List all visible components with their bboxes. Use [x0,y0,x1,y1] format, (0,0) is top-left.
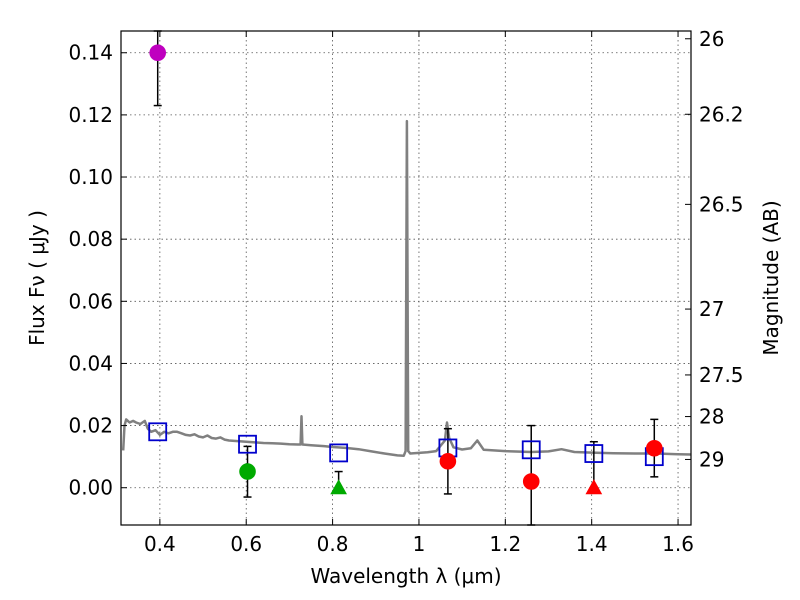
spectrum-line [121,119,692,457]
photometry-point [439,453,457,470]
y-tick-label: 0.02 [68,414,113,438]
photometry-point [149,44,167,62]
right-tick-label: 28 [699,405,724,429]
y-tick-label: 0.10 [68,165,113,189]
photometry-point [645,439,663,457]
model-spectrum [121,119,692,457]
y-tick-label: 0.12 [68,103,113,127]
y-tick-label: 0.04 [68,351,113,375]
y-tick-label: 0.14 [68,41,113,65]
right-tick-label: 27 [699,297,724,321]
x-tick-label: 1 [413,532,426,556]
model-band-square [238,434,257,454]
upper-limit-triangle [330,479,347,495]
y-tick-label: 0.06 [68,289,113,313]
right-tick-label: 26 [699,27,724,51]
x-tick-label: 1.4 [576,532,608,556]
plot-frame [120,30,692,526]
photometry-point [522,473,540,490]
photometry-point [239,463,256,480]
model-band-square [584,444,604,463]
y-tick-label: 0.08 [68,227,113,251]
x-tick-label: 0.4 [144,532,176,556]
model-band-square [329,443,349,463]
y-axis-label-left: Flux Fν ( μJy ) [25,210,49,346]
x-tick-label: 0.6 [230,532,262,556]
right-tick-label: 26.5 [699,192,744,216]
y-tick-label: 0.00 [68,476,113,500]
photometry-points [148,30,664,526]
x-tick-label: 1.6 [662,532,694,556]
right-tick-label: 27.5 [699,363,744,387]
upper-limit-triangle [585,479,603,495]
axis-ticks: 0.4 0.6 0.8 1 1.2 1.4 1.6 0.00 0.02 0.04 0.06 0.08 0… [68,27,743,556]
x-tick-label: 0.8 [317,532,349,556]
right-tick-label: 26.2 [699,102,744,126]
right-tick-label: 29 [699,447,724,471]
x-axis-label: Wavelength λ (μm) [310,564,501,588]
x-tick-label: 1.2 [489,532,521,556]
model-band-square [148,422,168,442]
y-axis-label-right: Magnitude (AB) [759,200,783,355]
model-band-square [521,440,541,460]
